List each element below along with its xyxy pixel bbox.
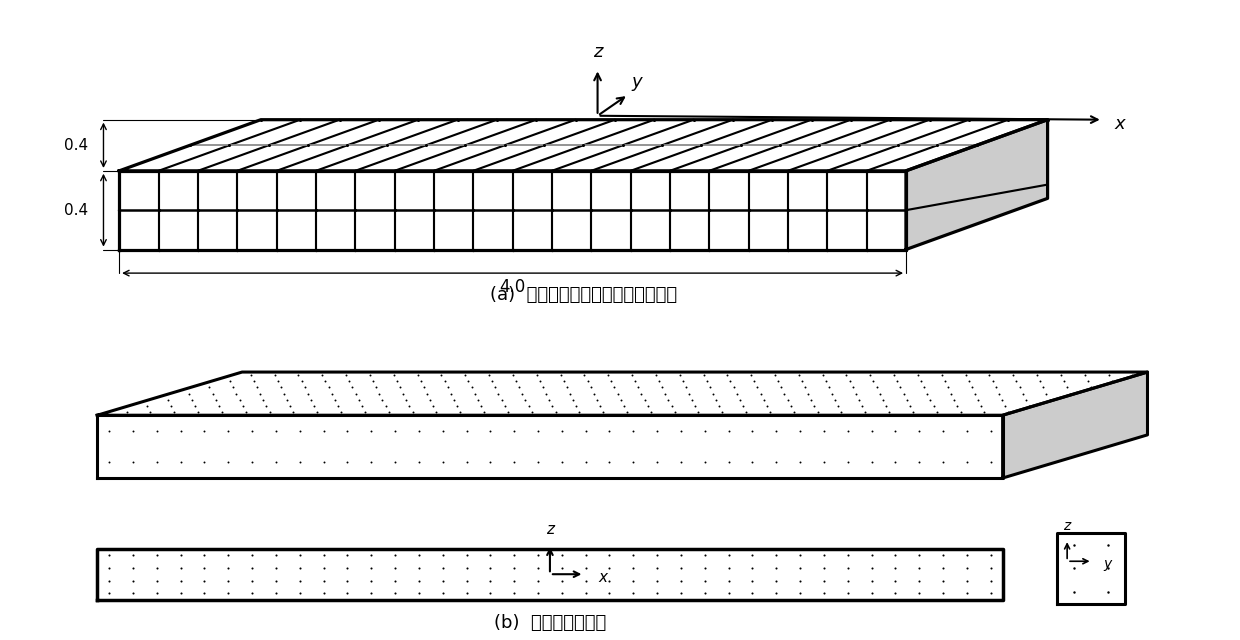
Text: 4.0: 4.0 bbox=[500, 278, 526, 296]
Polygon shape bbox=[97, 548, 1003, 600]
Polygon shape bbox=[119, 120, 1048, 171]
Text: z: z bbox=[546, 522, 554, 536]
Text: (b)  域内插值点分布: (b) 域内插值点分布 bbox=[494, 614, 606, 632]
Text: z: z bbox=[593, 43, 603, 61]
Polygon shape bbox=[97, 415, 1003, 478]
Polygon shape bbox=[97, 372, 1147, 415]
Text: x: x bbox=[598, 570, 606, 585]
Text: (a)  几何尺寸和边界元表面网格模型: (a) 几何尺寸和边界元表面网格模型 bbox=[490, 286, 677, 304]
Polygon shape bbox=[1056, 533, 1125, 604]
Text: y: y bbox=[1104, 557, 1111, 572]
Text: 0.4: 0.4 bbox=[64, 138, 88, 153]
Text: z: z bbox=[1064, 519, 1071, 533]
Text: y: y bbox=[631, 73, 642, 92]
Text: 0.4: 0.4 bbox=[64, 203, 88, 218]
Polygon shape bbox=[119, 171, 906, 250]
Polygon shape bbox=[1003, 372, 1147, 478]
Text: x: x bbox=[1115, 115, 1125, 132]
Polygon shape bbox=[906, 120, 1048, 250]
